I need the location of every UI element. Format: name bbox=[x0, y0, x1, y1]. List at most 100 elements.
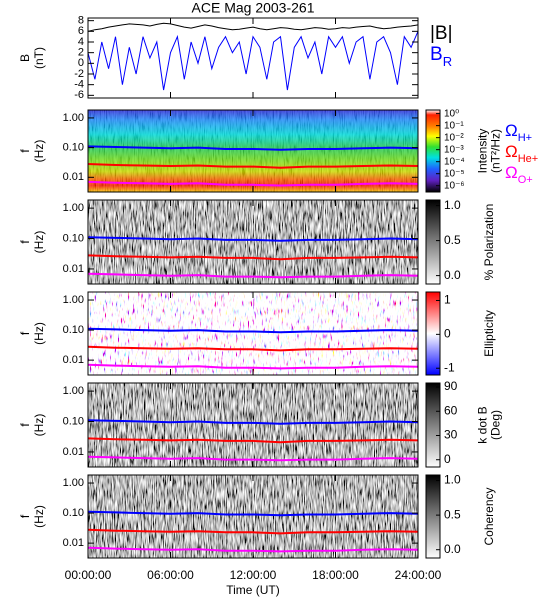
y-axis-label: f bbox=[18, 514, 32, 518]
colorbar-tick-label: 10⁻⁵ bbox=[444, 168, 465, 179]
series-line bbox=[87, 163, 419, 169]
colorbar-tick-label: 10⁰ bbox=[444, 108, 459, 119]
legend-name: |B| bbox=[430, 23, 453, 44]
y-tick-label: 2 bbox=[78, 47, 84, 59]
y-tick-label: -2 bbox=[74, 68, 84, 80]
spectrogram bbox=[88, 292, 418, 375]
colorbar-tick-label: 0 bbox=[444, 452, 451, 466]
series-line bbox=[87, 363, 419, 370]
y-tick-label: 0.01 bbox=[63, 446, 84, 458]
y-tick-label: 0.01 bbox=[63, 263, 84, 275]
y-tick-label: 0.01 bbox=[63, 171, 84, 183]
series-line bbox=[87, 254, 419, 261]
y-axis-label: (Hz) bbox=[32, 231, 46, 254]
y-tick-label: 1.00 bbox=[63, 385, 84, 397]
plot-frame bbox=[87, 17, 419, 99]
legend-entry: ΩO+ bbox=[505, 163, 533, 185]
y-tick-label: 0.10 bbox=[63, 324, 84, 336]
colorbar-label: Coherency bbox=[482, 487, 496, 545]
series-line bbox=[87, 437, 419, 444]
colorbar-tick-label: 10⁻³ bbox=[444, 144, 464, 155]
y-axis-label: (Hz) bbox=[32, 414, 46, 437]
series-line bbox=[87, 546, 419, 553]
spectrogram bbox=[88, 475, 418, 558]
legend-name: Ω bbox=[505, 121, 518, 140]
chart-title: ACE Mag 2003-261 bbox=[192, 0, 315, 16]
legend-entry: BR bbox=[430, 44, 452, 69]
colorbar-label: (Deg) bbox=[489, 410, 503, 440]
series-line bbox=[87, 455, 419, 462]
colorbar-frame bbox=[425, 474, 441, 559]
colorbar-tick-label: 10⁻⁴ bbox=[444, 156, 465, 167]
legend-subscript: O+ bbox=[518, 174, 533, 186]
colorbar bbox=[426, 383, 440, 467]
colorbar-tick-label: 1 bbox=[444, 293, 451, 307]
colorbar bbox=[426, 110, 440, 192]
colorbar-tick-label: 90 bbox=[444, 379, 458, 393]
colorbar-tick-label: 0.0 bbox=[444, 542, 461, 556]
x-tick-label: 00:00:00 bbox=[65, 568, 112, 582]
colorbar-tick-label: 10⁻⁶ bbox=[444, 180, 465, 191]
legend-subscript: H+ bbox=[518, 132, 532, 144]
spectrogram-texture bbox=[88, 110, 418, 192]
y-tick-label: 0 bbox=[78, 57, 84, 69]
colorbar-tick-label: 60 bbox=[444, 403, 458, 417]
colorbar-frame bbox=[425, 291, 441, 376]
y-axis-label: f bbox=[18, 331, 32, 335]
colorbar-label: k dot B bbox=[476, 406, 490, 443]
y-tick-label: 1.00 bbox=[63, 202, 84, 214]
series-line bbox=[87, 510, 419, 517]
x-axis-label: Time (UT) bbox=[226, 583, 280, 597]
y-axis-label: (Hz) bbox=[32, 140, 46, 163]
spectrogram bbox=[88, 383, 418, 467]
y-axis-label: f bbox=[18, 240, 32, 244]
y-tick-label: 0.10 bbox=[63, 415, 84, 427]
y-axis-label: (Hz) bbox=[32, 322, 46, 345]
y-tick-label: 0.01 bbox=[63, 354, 84, 366]
y-tick-label: 1.00 bbox=[63, 294, 84, 306]
y-tick-label: 4 bbox=[78, 36, 84, 48]
colorbar-tick-label: -1 bbox=[444, 360, 455, 374]
colorbar-tick-label: 10⁻¹ bbox=[444, 120, 464, 131]
y-tick-label: 0.10 bbox=[63, 232, 84, 244]
x-tick-label: 24:00:00 bbox=[395, 568, 442, 582]
y-axis-label: f bbox=[18, 149, 32, 153]
y-tick-label: 1.00 bbox=[63, 112, 84, 124]
series-line bbox=[87, 345, 419, 352]
colorbar-tick-label: 0 bbox=[444, 327, 451, 341]
colorbar-label: Intensity bbox=[476, 129, 490, 174]
legend-subscript: R bbox=[443, 54, 452, 69]
y-tick-label: -6 bbox=[74, 89, 84, 101]
series-line bbox=[87, 180, 419, 187]
y-tick-label: 0.10 bbox=[63, 507, 84, 519]
colorbar-tick-label: 1.0 bbox=[444, 198, 461, 212]
colorbar-label: (nT²/Hz) bbox=[489, 129, 503, 173]
legend-name: B bbox=[430, 44, 443, 65]
y-tick-label: 6 bbox=[78, 25, 84, 37]
y-tick-label: 0.01 bbox=[63, 537, 84, 549]
series-line bbox=[87, 419, 419, 425]
y-axis-label: (nT) bbox=[32, 47, 46, 69]
y-tick-label: 1.00 bbox=[63, 477, 84, 489]
colorbar bbox=[426, 292, 440, 375]
y-tick-label: 8 bbox=[78, 15, 84, 27]
y-tick-label: 0.10 bbox=[63, 142, 84, 154]
colorbar-frame bbox=[425, 199, 441, 285]
colorbar bbox=[426, 200, 440, 284]
colorbar-tick-label: 1.0 bbox=[444, 473, 461, 487]
spectrogram bbox=[88, 200, 418, 284]
y-tick-label: -4 bbox=[74, 79, 84, 91]
series-line bbox=[87, 272, 419, 279]
colorbar-tick-label: 0.0 bbox=[444, 268, 461, 282]
colorbar-tick-label: 30 bbox=[444, 428, 458, 442]
y-axis-label: B bbox=[18, 54, 32, 62]
series-line bbox=[87, 327, 419, 334]
series-line bbox=[87, 528, 419, 535]
colorbar-tick-label: 0.5 bbox=[444, 507, 461, 521]
legend-entry: |B| bbox=[430, 23, 453, 44]
colorbar-tick-label: 0.5 bbox=[444, 233, 461, 247]
colorbar-tick-label: 10⁻² bbox=[444, 132, 464, 143]
colorbar-frame bbox=[425, 382, 441, 468]
colorbar bbox=[426, 475, 440, 558]
